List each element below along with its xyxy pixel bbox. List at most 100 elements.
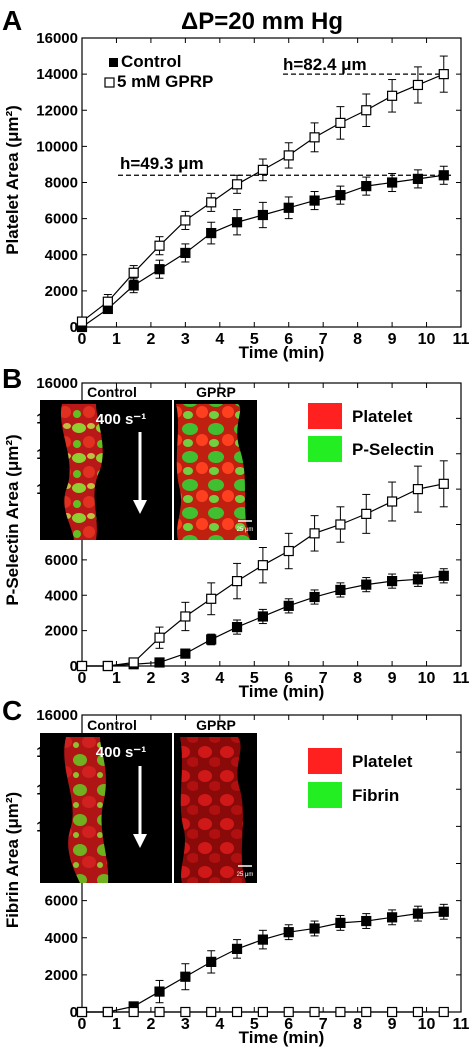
y-tick-label-c: 6000 (45, 893, 78, 910)
x-tick-label-c: 10 (418, 1016, 436, 1033)
data-point-gprp (180, 611, 191, 622)
y-tick-label-c: 4000 (45, 930, 78, 947)
legend-a: Control 5 mM GPRP (104, 52, 213, 91)
inset-c-gprp-thrombus (180, 737, 246, 883)
color-legend-b-pselectin-swatch (308, 436, 342, 462)
figure-title: ΔP=20 mm Hg (181, 8, 343, 35)
data-point-control (438, 170, 449, 181)
color-legend-c-platelet-swatch (308, 748, 342, 774)
data-point-control (335, 190, 346, 201)
x-tick-label-b: 6 (284, 670, 293, 687)
y-axis-label-a: Platelet Area (μm²) (3, 105, 22, 255)
inset-c-shear-label: 400 s⁻¹ (96, 744, 146, 761)
data-point-gprp (231, 179, 243, 190)
data-point-gprp (438, 478, 449, 489)
x-tick-label-c: 2 (146, 1016, 155, 1033)
data-point-gprp (283, 545, 294, 557)
data-point-control (361, 579, 372, 590)
x-tick-label-a: 8 (353, 331, 362, 348)
y-tick-label-a: 16000 (36, 30, 78, 47)
x-axis-label-b: Time (min) (239, 682, 325, 701)
panel-b: 0123456789101102000400060008000100001200… (3, 375, 470, 701)
y-tick-label-a: 0 (70, 319, 78, 336)
data-point-gprp (257, 560, 268, 571)
inset-b-gprp-thrombus (176, 404, 250, 540)
data-point-control (231, 217, 243, 228)
x-tick-label-b: 4 (215, 670, 224, 687)
data-point-control (180, 247, 191, 259)
data-point-gprp (76, 660, 88, 672)
data-point-control (257, 611, 268, 622)
data-point-control (361, 181, 372, 192)
inset-c-right-label: GPRP (196, 717, 236, 733)
y-tick-label-c: 16000 (36, 707, 78, 724)
data-point-control (257, 209, 268, 221)
x-tick-label-a: 2 (146, 331, 155, 348)
data-point-control (386, 912, 398, 923)
inset-b-flow-arrow-head (133, 500, 147, 514)
x-tick-label-a: 5 (250, 331, 259, 348)
data-point-gprp (128, 267, 139, 278)
data-point-gprp (180, 1006, 191, 1018)
inset-c: Control GPRP 400 s⁻¹ 25 μm (40, 717, 257, 883)
data-point-gprp (154, 240, 165, 251)
x-tick-label-a: 1 (112, 331, 121, 348)
data-point-control (154, 657, 165, 668)
y-tick-label-a: 6000 (45, 211, 78, 228)
data-point-gprp (309, 132, 320, 143)
color-legend-c-fibrin-label: Fibrin (352, 786, 399, 805)
data-point-control (412, 574, 424, 585)
y-tick-label-a: 14000 (36, 66, 78, 83)
x-tick-label-c: 8 (353, 1016, 362, 1033)
data-point-gprp (412, 484, 424, 495)
color-legend-b-platelet-label: Platelet (352, 407, 413, 426)
legend-control-marker (109, 58, 118, 67)
data-point-gprp (361, 508, 372, 519)
x-tick-label-b: 9 (388, 670, 397, 687)
inset-c-scale-label: 25 μm (237, 872, 254, 878)
data-point-gprp (76, 316, 88, 327)
panel-letter-a: A (2, 5, 22, 36)
data-point-gprp (231, 575, 243, 587)
data-point-control (154, 264, 165, 275)
annotation-h-gprp: h=82.4 μm (283, 55, 367, 74)
x-tick-label-b: 8 (353, 670, 362, 687)
data-point-control (231, 943, 243, 954)
x-axis-label-c: Time (min) (239, 1028, 325, 1047)
inset-b-scale-label: 25 μm (237, 527, 254, 533)
annotation-h-control: h=49.3 μm (120, 154, 204, 173)
data-point-gprp (206, 1006, 217, 1018)
inset-b-right-label: GPRP (196, 384, 236, 400)
data-point-control (180, 648, 191, 659)
y-tick-label-b: 16000 (36, 375, 78, 392)
y-tick-label-a: 10000 (36, 138, 78, 155)
data-point-control (283, 600, 294, 611)
x-tick-label-b: 10 (418, 670, 436, 687)
data-point-gprp (231, 1006, 243, 1018)
inset-c-flow-arrow-head (133, 834, 147, 848)
data-point-control (128, 280, 139, 291)
inset-b-control-thrombus (60, 404, 103, 540)
data-point-gprp (128, 657, 139, 668)
data-point-gprp (438, 1006, 449, 1018)
y-tick-label-a: 4000 (45, 247, 78, 264)
data-point-gprp (206, 593, 217, 604)
data-point-gprp (361, 1006, 372, 1018)
color-legend-b: Platelet P-Selectin (308, 403, 434, 462)
x-tick-label-a: 3 (181, 331, 190, 348)
data-point-gprp (386, 90, 398, 101)
data-point-gprp (102, 296, 113, 307)
x-axis-label-a: Time (min) (239, 343, 325, 362)
x-tick-label-b: 0 (78, 670, 87, 687)
data-point-control (309, 195, 320, 206)
y-tick-label-b: 4000 (45, 587, 78, 604)
x-tick-label-c: 9 (388, 1016, 397, 1033)
data-point-gprp (412, 79, 424, 91)
data-point-control (438, 906, 449, 917)
x-tick-label-b: 1 (112, 670, 121, 687)
x-tick-label-c: 7 (319, 1016, 328, 1033)
x-tick-label-c: 1 (112, 1016, 121, 1033)
data-point-control (206, 227, 217, 239)
panel-a: 0 1 2 3 4 5 6 7 8 9 10 11 0 2000 4000 6000 8000 10000 1200… (3, 30, 470, 362)
